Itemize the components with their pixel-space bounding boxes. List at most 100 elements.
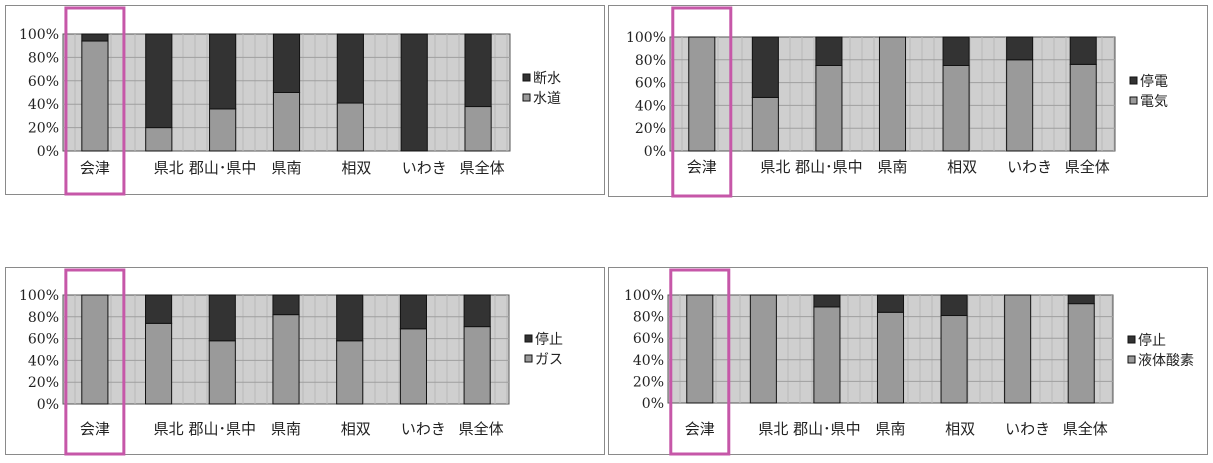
y-tick-label: 40% xyxy=(633,353,664,369)
category-label: 県南 xyxy=(877,158,907,176)
bar-segment-available xyxy=(813,306,841,404)
y-tick-label: 60% xyxy=(635,76,666,92)
category-label: 会津 xyxy=(80,159,110,177)
category-label: 県北 xyxy=(154,159,184,177)
chart-gas: 100% 80% 60% 40% 20% 0% 会津 県北 郡山･県中 県南 相双 いわき 県全体 停止ガ… xyxy=(5,267,605,463)
bar-segment-available xyxy=(208,340,236,405)
bar-segment-outage xyxy=(463,294,491,328)
y-tick-label: 60% xyxy=(28,74,59,90)
category-label: 郡山･県中 xyxy=(189,159,257,177)
category-label: 郡山･県中 xyxy=(793,420,861,438)
y-tick-label: 40% xyxy=(635,98,666,114)
y-tick-label: 60% xyxy=(28,332,59,348)
category-label: 県北 xyxy=(154,420,184,438)
y-tick-label: 0% xyxy=(644,144,666,160)
category-label: 県全体 xyxy=(1063,420,1108,438)
chart-electricity-svg: 100% 80% 60% 40% 20% 0% 会津 県北 郡山･県中 県南 相双 いわき 県全体 停電電… xyxy=(608,5,1208,198)
bar-segment-available xyxy=(81,294,109,405)
category-label: 会津 xyxy=(685,420,715,438)
chart-electricity: 100% 80% 60% 40% 20% 0% 会津 県北 郡山･県中 県南 相双 いわき 県全体 停電電… xyxy=(608,5,1208,205)
bar-segment-available xyxy=(815,65,843,152)
bar-segment-available xyxy=(749,294,777,404)
bar-segment-available xyxy=(463,326,491,405)
legend-swatch xyxy=(524,354,533,363)
highlight-box xyxy=(669,268,731,456)
chart-water-svg: 100% 80% 60% 40% 20% 0% 会津 県北 郡山･県中 県南 相双 いわき 県全体 断水水… xyxy=(5,5,605,196)
legend-swatch xyxy=(522,73,531,82)
legend-swatch xyxy=(524,334,533,343)
bar-segment-available xyxy=(399,328,427,405)
category-label: 会津 xyxy=(687,158,717,176)
y-tick-label: 100% xyxy=(19,27,59,43)
category-label: いわき xyxy=(1007,158,1052,176)
y-tick-label: 80% xyxy=(28,310,59,326)
bar-segment-outage xyxy=(464,33,492,108)
legend-label: 停止 xyxy=(535,331,563,348)
y-tick-label: 20% xyxy=(28,121,59,137)
category-label: 郡山･県中 xyxy=(189,420,257,438)
bar-segment-available xyxy=(145,322,173,405)
bar-segment-outage xyxy=(272,33,301,93)
legend-label: ガス xyxy=(535,352,563,368)
highlight-box xyxy=(671,6,733,198)
y-tick-label: 40% xyxy=(28,353,59,369)
bar-segment-outage xyxy=(208,294,236,342)
legend-label: 停電 xyxy=(1140,73,1168,90)
category-label: 県南 xyxy=(271,420,301,438)
bar-segment-available xyxy=(686,294,714,404)
chart-liquid-oxygen-svg: 100% 80% 60% 40% 20% 0% 会津 県北 郡山･県中 県南 相双 いわき 県全体 停止液… xyxy=(608,267,1208,456)
category-label: 県南 xyxy=(271,159,301,177)
y-tick-label: 100% xyxy=(626,30,666,46)
category-label: 郡山･県中 xyxy=(795,158,863,176)
category-label: 県北 xyxy=(760,158,790,176)
legend-swatch xyxy=(1127,355,1136,364)
category-label: 県全体 xyxy=(1065,158,1110,176)
legend-label: 水道 xyxy=(533,91,561,107)
bar-segment-available xyxy=(940,315,968,404)
bar-segment-outage xyxy=(1069,36,1097,65)
chart-gas-svg: 100% 80% 60% 40% 20% 0% 会津 県北 郡山･県中 県南 相双 いわき 県全体 停止ガ… xyxy=(5,267,605,456)
y-tick-label: 20% xyxy=(635,121,666,137)
category-label: 県南 xyxy=(875,420,905,438)
bar-segment-outage xyxy=(336,294,364,342)
chart-liquid-oxygen: 100% 80% 60% 40% 20% 0% 会津 県北 郡山･県中 県南 相双 いわき 県全体 停止液… xyxy=(608,267,1208,463)
y-tick-label: 100% xyxy=(624,288,664,304)
bar-segment-available xyxy=(688,36,716,152)
category-label: 県北 xyxy=(758,420,788,438)
y-tick-label: 60% xyxy=(633,331,664,347)
category-label: いわき xyxy=(401,420,446,438)
bar-segment-outage xyxy=(209,33,237,110)
bar-segment-outage xyxy=(145,294,173,324)
legend-swatch xyxy=(522,93,531,102)
y-tick-label: 80% xyxy=(635,53,666,69)
legend-swatch xyxy=(1127,335,1136,344)
y-tick-label: 80% xyxy=(28,50,59,66)
bar-segment-outage xyxy=(336,33,364,104)
legend-label: 停止 xyxy=(1138,332,1166,349)
y-tick-label: 40% xyxy=(28,97,59,113)
bar-segment-available xyxy=(751,96,779,152)
category-label: 相双 xyxy=(945,420,975,438)
y-tick-label: 80% xyxy=(633,310,664,326)
category-label: いわき xyxy=(402,159,447,177)
y-tick-label: 20% xyxy=(633,374,664,390)
highlight-box xyxy=(64,268,126,456)
bar-segment-outage xyxy=(81,33,109,42)
chart-water: 100% 80% 60% 40% 20% 0% 会津 県北 郡山･県中 県南 相双 いわき 県全体 断水水… xyxy=(5,5,605,205)
bar-segment-available xyxy=(878,36,907,152)
bar-segment-available xyxy=(145,127,173,152)
bar-segment-available xyxy=(81,40,109,152)
bar-segment-outage xyxy=(751,36,779,98)
bar-segment-available xyxy=(272,92,301,152)
bar-segment-available xyxy=(336,340,364,405)
category-label: 相双 xyxy=(341,159,371,177)
bar-segment-available xyxy=(209,108,237,152)
bar-segment-outage xyxy=(1006,36,1034,61)
bar-segment-available xyxy=(1067,303,1095,404)
bar-segment-outage xyxy=(813,294,841,308)
bar-segment-outage xyxy=(272,294,300,316)
bar-segment-available xyxy=(336,102,364,152)
category-label: 県全体 xyxy=(460,159,505,177)
y-tick-label: 0% xyxy=(37,144,59,160)
y-tick-label: 0% xyxy=(37,397,59,413)
